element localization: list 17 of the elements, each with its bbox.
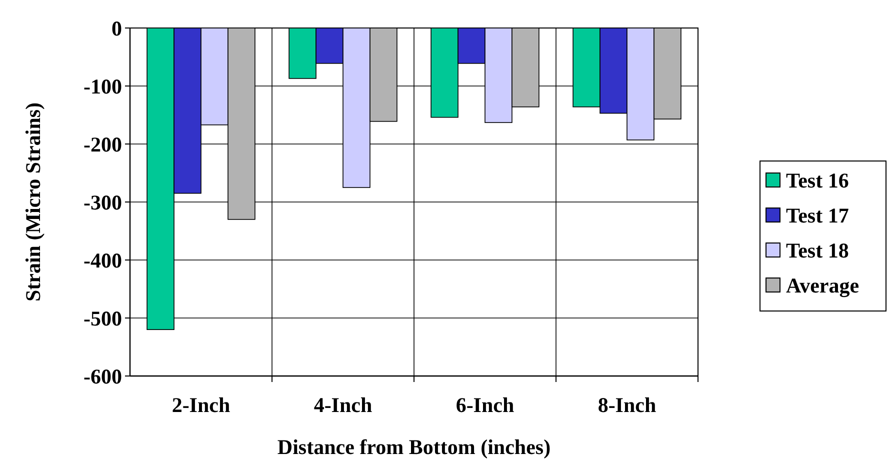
y-tick-label: 0 [112, 16, 122, 40]
y-tick-label: -400 [84, 248, 122, 272]
legend-label: Test 16 [786, 168, 849, 192]
x-tick-label: 2-Inch [172, 393, 230, 417]
y-axis-title: Strain (Micro Strains) [21, 102, 45, 302]
x-tick-label: 4-Inch [314, 393, 372, 417]
x-axis-title: Distance from Bottom (inches) [277, 435, 551, 459]
legend-label: Test 18 [786, 238, 849, 262]
y-tick-label: -200 [84, 132, 122, 156]
y-tick-label: -500 [84, 306, 122, 330]
x-tick-label: 8-Inch [598, 393, 656, 417]
x-tick-label: 6-Inch [456, 393, 514, 417]
legend-label: Average [786, 273, 860, 298]
legend-label: Test 17 [786, 203, 849, 228]
y-tick-label: -300 [84, 190, 122, 214]
y-tick-label: -100 [84, 74, 122, 98]
y-tick-label: -600 [84, 364, 122, 388]
